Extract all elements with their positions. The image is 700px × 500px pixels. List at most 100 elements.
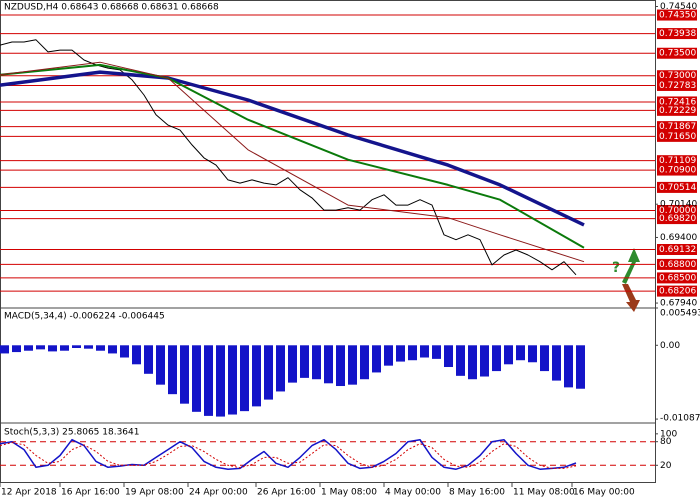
level-label-box <box>657 213 697 225</box>
histogram-bar <box>12 345 21 353</box>
x-tick-label: 16 May 00:00 <box>573 488 635 498</box>
level-label-box <box>657 104 697 116</box>
level-label: 0.73000 <box>659 71 696 81</box>
x-tick-label: 1 May 08:00 <box>321 488 377 498</box>
series-line <box>0 70 585 227</box>
series-line <box>0 61 585 263</box>
histogram-bar <box>192 345 201 412</box>
histogram-bar <box>252 345 261 407</box>
level-label-box <box>657 130 697 142</box>
x-tick-label: 11 May 08:00 <box>513 488 575 498</box>
histogram-bar <box>96 345 105 351</box>
histogram-bar <box>132 345 141 365</box>
histogram-bar <box>420 345 429 358</box>
histogram-bar <box>336 345 345 387</box>
level-label: 0.68500 <box>659 273 696 283</box>
x-tick-label: 8 May 16:00 <box>449 488 505 498</box>
level-label: 0.72416 <box>659 97 696 107</box>
histogram-bar <box>276 345 285 392</box>
histogram-bar <box>0 345 9 354</box>
level-label: 0.68206 <box>659 287 696 297</box>
level-label: 0.71867 <box>659 122 696 132</box>
level-label: 0.70514 <box>659 183 696 193</box>
x-tick-label: 19 Apr 08:00 <box>125 488 184 498</box>
y-tick-label: 0.70140 <box>660 200 697 210</box>
level-label: 0.70900 <box>659 166 696 176</box>
histogram-bar <box>180 345 189 404</box>
histogram-bar <box>312 345 321 380</box>
level-label-box <box>657 285 697 297</box>
level-label: 0.68800 <box>659 260 696 270</box>
y-tick-label: 0.00 <box>660 341 680 351</box>
histogram-bar <box>576 345 585 389</box>
histogram-bar <box>72 345 81 349</box>
level-label-box <box>657 121 697 133</box>
histogram-bar <box>36 345 45 350</box>
stoch-title: Stoch(5,3,3) 25.8065 18.3641 <box>4 428 139 438</box>
histogram-bar <box>408 345 417 361</box>
macd-title: MACD(5,34,4) -0.006224 -0.006445 <box>4 312 165 322</box>
y-tick-label: 0.005493 <box>660 309 700 319</box>
series-line <box>0 438 577 470</box>
level-label: 0.71650 <box>659 132 696 142</box>
histogram-bar <box>228 345 237 415</box>
histogram-bar <box>468 345 477 380</box>
y-tick-label: 80 <box>660 437 672 447</box>
histogram-bar <box>120 345 129 358</box>
level-label-box <box>657 79 697 91</box>
level-label: 0.72229 <box>659 106 696 116</box>
level-label-box <box>657 181 697 193</box>
histogram-bar <box>288 345 297 383</box>
histogram-bar <box>552 345 561 381</box>
histogram-bar <box>492 345 501 372</box>
histogram-bar <box>48 345 57 352</box>
histogram-bar <box>444 345 453 368</box>
histogram-bar <box>216 345 225 417</box>
histogram-bar <box>264 345 273 400</box>
level-label: 0.71109 <box>659 156 696 166</box>
series-line <box>0 63 585 249</box>
histogram-bar <box>168 345 177 395</box>
signal-annotation: ? <box>612 260 620 276</box>
histogram-bar <box>432 345 441 359</box>
x-tick-label: 16 Apr 16:00 <box>61 488 120 498</box>
histogram-bar <box>372 345 381 373</box>
histogram-bar <box>300 345 309 378</box>
histogram-bar <box>84 345 93 349</box>
level-label: 0.73938 <box>659 29 696 39</box>
histogram-bar <box>396 345 405 362</box>
y-tick-label: 100 <box>660 429 677 439</box>
y-tick-label: -0.01087 <box>660 414 700 424</box>
histogram-bar <box>240 345 249 412</box>
level-label: 0.72783 <box>659 81 696 91</box>
level-label: 0.70000 <box>659 206 696 216</box>
y-tick-label: 0.67940 <box>660 299 697 309</box>
x-tick-label: 26 Apr 16:00 <box>257 488 316 498</box>
y-tick-label: 0.69400 <box>660 233 697 243</box>
histogram-bar <box>480 345 489 377</box>
up-arrow-icon <box>622 248 640 284</box>
level-label-box <box>657 155 697 167</box>
chart-title: NZDUSD,H4 0.68643 0.68668 0.68631 0.6866… <box>4 3 219 13</box>
level-label-box <box>657 244 697 256</box>
level-label: 0.73500 <box>659 49 696 59</box>
histogram-bar <box>60 345 69 351</box>
level-label: 0.69820 <box>659 214 696 224</box>
histogram-bar <box>348 345 357 385</box>
plot-frame <box>0 0 656 483</box>
x-tick-label: 12 Apr 2018 <box>1 488 57 498</box>
y-tick-label: 0.74540 <box>660 2 697 12</box>
histogram-bar <box>504 345 513 365</box>
level-label-box <box>657 96 697 108</box>
level-label-box <box>657 9 697 21</box>
histogram-bar <box>540 345 549 372</box>
level-label: 0.69132 <box>659 245 696 255</box>
histogram-bar <box>528 345 537 363</box>
level-label-box <box>657 28 697 40</box>
histogram-bar <box>564 345 573 388</box>
level-label-box <box>657 205 697 217</box>
histogram-bar <box>384 345 393 366</box>
histogram-bar <box>360 345 369 380</box>
histogram-bar <box>324 345 333 384</box>
